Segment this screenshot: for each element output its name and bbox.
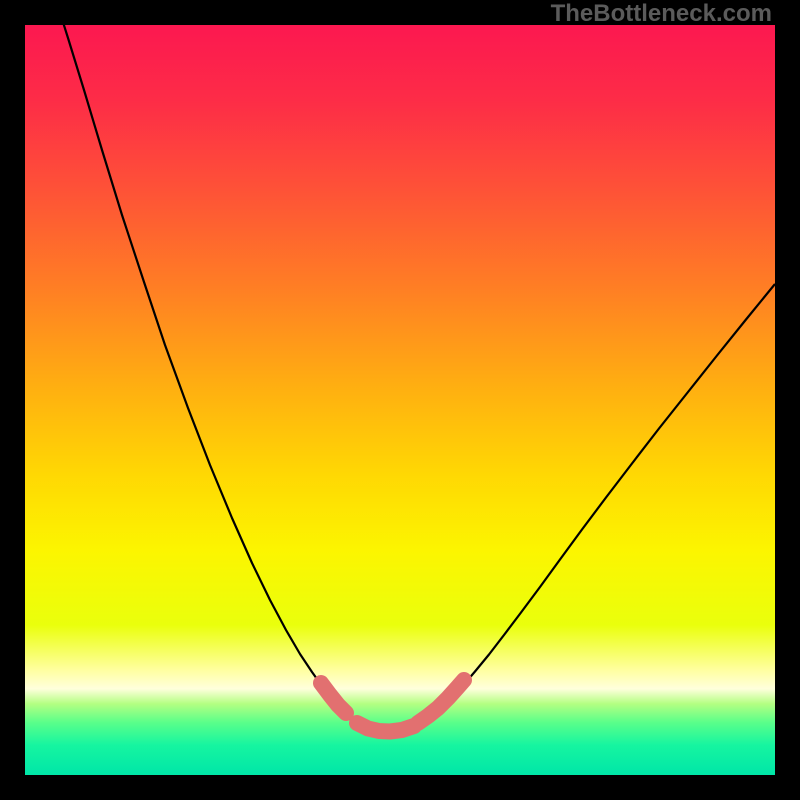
plot-area — [25, 25, 775, 775]
highlight-segment-1 — [357, 723, 414, 732]
chart-svg — [25, 25, 775, 775]
watermark-text: TheBottleneck.com — [551, 0, 772, 28]
gradient-background — [25, 25, 775, 775]
